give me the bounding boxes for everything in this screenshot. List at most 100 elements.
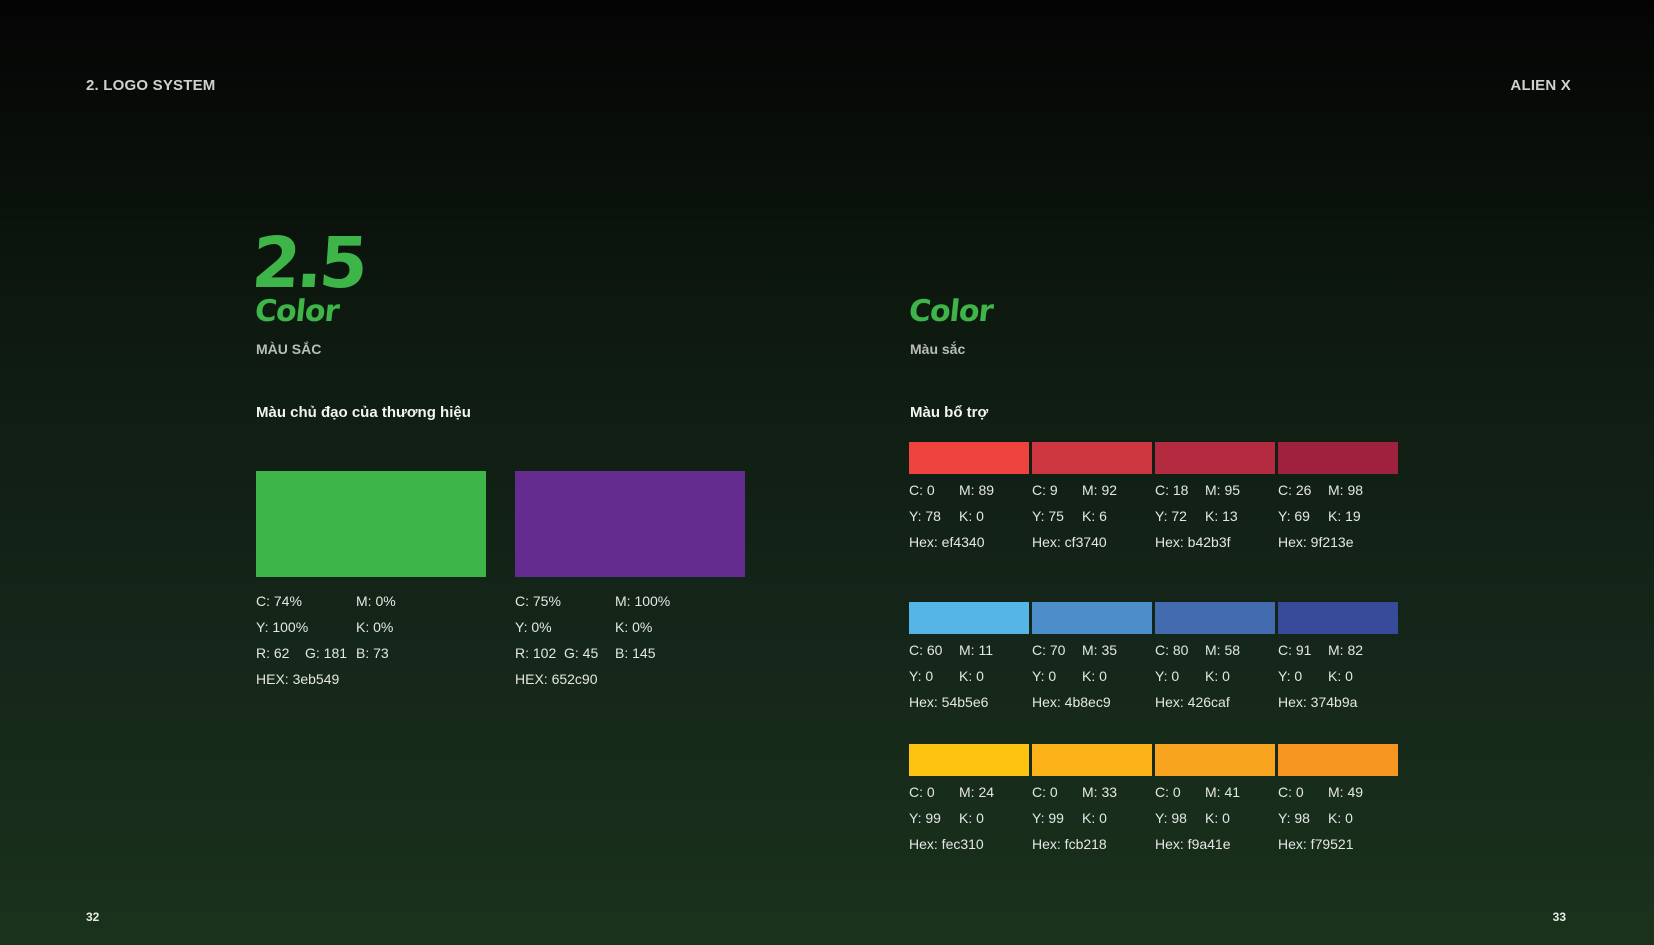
cmyk-y: Y: 98 <box>1155 810 1187 826</box>
secondary-swatch <box>1032 602 1152 634</box>
cmyk-c: C: 70 <box>1032 642 1066 658</box>
cmyk-y: Y: 0 <box>1278 668 1303 684</box>
right-subtitle: Màu sắc <box>910 341 966 357</box>
secondary-swatch <box>1278 602 1398 634</box>
cmyk-c: C: 80 <box>1155 642 1189 658</box>
cmyk-y: Y: 78 <box>909 508 941 524</box>
hex-value: Hex: f9a41e <box>1155 836 1231 852</box>
cmyk-k: K: 6 <box>1082 508 1107 524</box>
cmyk-c: C: 91 <box>1278 642 1312 658</box>
cmyk-m: M: 95 <box>1205 482 1241 498</box>
cmyk-c: C: 26 <box>1278 482 1312 498</box>
rgb-g: G: 181 <box>305 645 348 661</box>
primary-swatch-purple <box>515 471 745 577</box>
secondary-colors-label: Màu bổ trợ <box>910 404 989 421</box>
cmyk-c: C: 9 <box>1032 482 1058 498</box>
cmyk-m: M: 98 <box>1328 482 1364 498</box>
cmyk-m: M: 49 <box>1328 784 1364 800</box>
right-title: Color <box>907 294 995 329</box>
secondary-swatch <box>909 442 1029 474</box>
primary-swatch-green <box>256 471 486 577</box>
cmyk-m: M: 58 <box>1205 642 1241 658</box>
cmyk-k: K: 0 <box>959 810 984 826</box>
cmyk-c: C: 0 <box>1278 784 1304 800</box>
cmyk-y: Y: 69 <box>1278 508 1310 524</box>
cmyk-c: C: 0 <box>909 482 935 498</box>
cmyk-k: K: 0% <box>615 619 653 635</box>
cmyk-k: K: 0 <box>1328 668 1353 684</box>
secondary-swatch <box>1032 442 1152 474</box>
hex-value: Hex: cf3740 <box>1032 534 1107 550</box>
hex-value: Hex: 54b5e6 <box>909 694 989 710</box>
cmyk-y: Y: 0% <box>515 619 552 635</box>
cmyk-m: M: 24 <box>959 784 995 800</box>
cmyk-y: Y: 99 <box>1032 810 1064 826</box>
section-header: 2. LOGO SYSTEM <box>86 77 216 94</box>
cmyk-m: M: 89 <box>959 482 995 498</box>
section-title: Color <box>253 294 341 329</box>
cmyk-k: K: 0 <box>1205 668 1230 684</box>
cmyk-y: Y: 0 <box>1032 668 1057 684</box>
cmyk-y: Y: 98 <box>1278 810 1310 826</box>
primary-colors-label: Màu chủ đạo của thương hiệu <box>256 404 471 421</box>
hex-value: Hex: fec310 <box>909 836 984 852</box>
cmyk-y: Y: 0 <box>909 668 934 684</box>
cmyk-m: M: 92 <box>1082 482 1118 498</box>
brand-name: ALIEN X <box>1510 77 1571 94</box>
cmyk-m: M: 0% <box>356 593 396 609</box>
cmyk-k: K: 13 <box>1205 508 1238 524</box>
rgb-g: G: 45 <box>564 645 599 661</box>
cmyk-y: Y: 100% <box>256 619 309 635</box>
cmyk-y: Y: 75 <box>1032 508 1064 524</box>
hex-value: Hex: 374b9a <box>1278 694 1358 710</box>
cmyk-k: K: 0 <box>1082 810 1107 826</box>
cmyk-y: Y: 72 <box>1155 508 1187 524</box>
secondary-swatch <box>1155 442 1275 474</box>
cmyk-c: C: 60 <box>909 642 943 658</box>
cmyk-c: C: 75% <box>515 593 561 609</box>
cmyk-k: K: 19 <box>1328 508 1361 524</box>
cmyk-m: M: 35 <box>1082 642 1118 658</box>
cmyk-k: K: 0% <box>356 619 394 635</box>
cmyk-c: C: 0 <box>1032 784 1058 800</box>
cmyk-y: Y: 99 <box>909 810 941 826</box>
section-number: 2.5 <box>249 222 367 304</box>
hex-value: Hex: 426caf <box>1155 694 1230 710</box>
hex-value: HEX: 3eb549 <box>256 671 340 687</box>
cmyk-k: K: 0 <box>1328 810 1353 826</box>
hex-value: HEX: 652c90 <box>515 671 598 687</box>
section-subtitle: MÀU SẮC <box>256 341 322 357</box>
cmyk-c: C: 18 <box>1155 482 1189 498</box>
cmyk-k: K: 0 <box>959 668 984 684</box>
secondary-swatch <box>1155 602 1275 634</box>
secondary-swatch <box>1278 442 1398 474</box>
page-number-right: 33 <box>1552 910 1566 924</box>
cmyk-c: C: 0 <box>909 784 935 800</box>
hex-value: Hex: 4b8ec9 <box>1032 694 1111 710</box>
cmyk-m: M: 33 <box>1082 784 1118 800</box>
cmyk-m: M: 100% <box>615 593 671 609</box>
secondary-swatch <box>1278 744 1398 776</box>
rgb-r: R: 102 <box>515 645 557 661</box>
rgb-r: R: 62 <box>256 645 290 661</box>
secondary-swatch <box>1155 744 1275 776</box>
hex-value: Hex: fcb218 <box>1032 836 1107 852</box>
rgb-b: B: 145 <box>615 645 656 661</box>
secondary-swatch <box>1032 744 1152 776</box>
secondary-swatch <box>909 744 1029 776</box>
cmyk-k: K: 0 <box>1205 810 1230 826</box>
cmyk-m: M: 82 <box>1328 642 1364 658</box>
cmyk-m: M: 41 <box>1205 784 1241 800</box>
hex-value: Hex: b42b3f <box>1155 534 1231 550</box>
hex-value: Hex: 9f213e <box>1278 534 1354 550</box>
secondary-swatch <box>909 602 1029 634</box>
hex-value: Hex: ef4340 <box>909 534 985 550</box>
page-number-left: 32 <box>86 910 100 924</box>
rgb-b: B: 73 <box>356 645 389 661</box>
cmyk-c: C: 74% <box>256 593 302 609</box>
cmyk-m: M: 11 <box>959 642 993 658</box>
cmyk-k: K: 0 <box>1082 668 1107 684</box>
cmyk-c: C: 0 <box>1155 784 1181 800</box>
hex-value: Hex: f79521 <box>1278 836 1354 852</box>
cmyk-y: Y: 0 <box>1155 668 1180 684</box>
